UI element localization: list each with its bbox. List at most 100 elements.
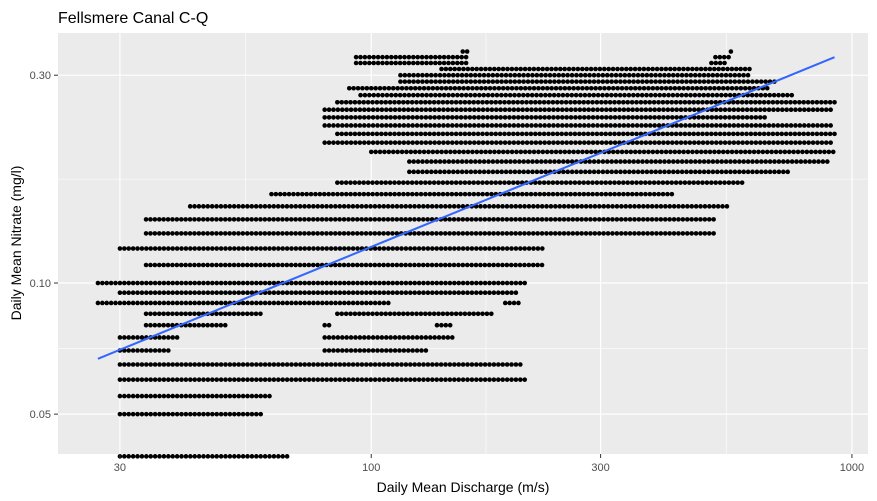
data-point: [763, 169, 769, 175]
data-point: [508, 72, 513, 78]
data-point: [731, 131, 736, 137]
data-point: [662, 217, 668, 222]
data-point: [744, 99, 749, 105]
data-point: [284, 217, 290, 222]
data-point: [438, 262, 444, 268]
data-point: [218, 454, 224, 459]
x-tick-label: 1000: [840, 462, 864, 474]
data-point: [735, 140, 741, 145]
data-point: [375, 115, 380, 120]
data-point: [389, 92, 394, 98]
data-point: [449, 131, 455, 137]
data-point: [622, 72, 628, 78]
data-point: [487, 85, 493, 91]
data-point: [445, 191, 450, 197]
data-point: [590, 115, 596, 120]
data-point: [205, 204, 211, 209]
data-point: [631, 159, 637, 164]
data-point: [513, 280, 519, 286]
data-point: [139, 454, 145, 459]
data-point: [588, 217, 593, 222]
data-point: [754, 92, 759, 98]
data-point: [573, 115, 578, 120]
data-point: [139, 377, 145, 382]
data-point: [456, 290, 462, 296]
data-point: [339, 191, 345, 197]
data-point: [179, 300, 184, 306]
data-point: [477, 159, 483, 164]
data-point: [613, 79, 619, 84]
data-point: [517, 262, 523, 268]
data-point: [587, 159, 593, 164]
data-point: [679, 169, 685, 175]
data-point: [401, 107, 407, 112]
data-point: [161, 348, 167, 353]
data-point: [179, 454, 184, 459]
data-point: [157, 393, 162, 399]
data-point: [625, 180, 631, 185]
data-point: [415, 79, 421, 84]
data-point: [117, 300, 123, 306]
data-point: [430, 149, 436, 155]
data-point: [427, 131, 433, 137]
data-point: [411, 60, 416, 66]
data-point: [497, 131, 503, 137]
data-point: [379, 335, 385, 340]
data-point: [297, 204, 303, 209]
data-point: [587, 92, 592, 98]
data-point: [443, 85, 449, 91]
data-point: [201, 280, 206, 286]
data-point: [196, 290, 202, 296]
data-point: [227, 377, 233, 382]
data-point: [537, 123, 543, 128]
data-point: [399, 290, 404, 296]
data-point: [586, 115, 591, 120]
y-axis-ticks: 0.050.100.30: [30, 70, 58, 421]
data-point: [122, 300, 127, 306]
data-point: [240, 411, 246, 417]
data-point: [570, 231, 576, 236]
data-point: [543, 159, 549, 164]
data-point: [117, 362, 123, 367]
data-point: [335, 123, 341, 128]
data-point: [681, 149, 686, 155]
data-point: [364, 300, 369, 306]
data-point: [531, 204, 536, 209]
data-point: [826, 149, 832, 155]
data-point: [527, 85, 532, 91]
data-point: [462, 99, 468, 105]
data-point: [618, 159, 623, 164]
data-point: [354, 217, 360, 222]
data-point: [625, 115, 631, 120]
data-point: [144, 300, 149, 306]
data-point: [418, 99, 424, 105]
data-point: [236, 204, 241, 209]
data-point: [553, 149, 559, 155]
data-point: [161, 300, 167, 306]
data-point: [747, 66, 752, 72]
data-point: [178, 217, 184, 222]
data-point: [166, 246, 171, 251]
data-point: [742, 66, 748, 72]
data-point: [353, 140, 358, 145]
data-point: [144, 393, 149, 399]
data-point: [370, 348, 376, 353]
data-point: [427, 311, 433, 317]
data-point: [660, 131, 666, 137]
data-point: [437, 92, 443, 98]
data-point: [720, 85, 726, 91]
data-point: [665, 180, 670, 185]
data-point: [455, 60, 460, 66]
data-point: [705, 140, 710, 145]
data-point: [815, 107, 820, 112]
data-point: [698, 85, 704, 91]
data-point: [244, 311, 250, 317]
data-point: [315, 262, 320, 268]
data-point: [414, 123, 420, 128]
data-point: [754, 79, 760, 84]
data-point: [375, 107, 380, 112]
data-point: [537, 107, 543, 112]
data-point: [509, 280, 514, 286]
data-point: [517, 231, 523, 236]
data-point: [174, 300, 180, 306]
